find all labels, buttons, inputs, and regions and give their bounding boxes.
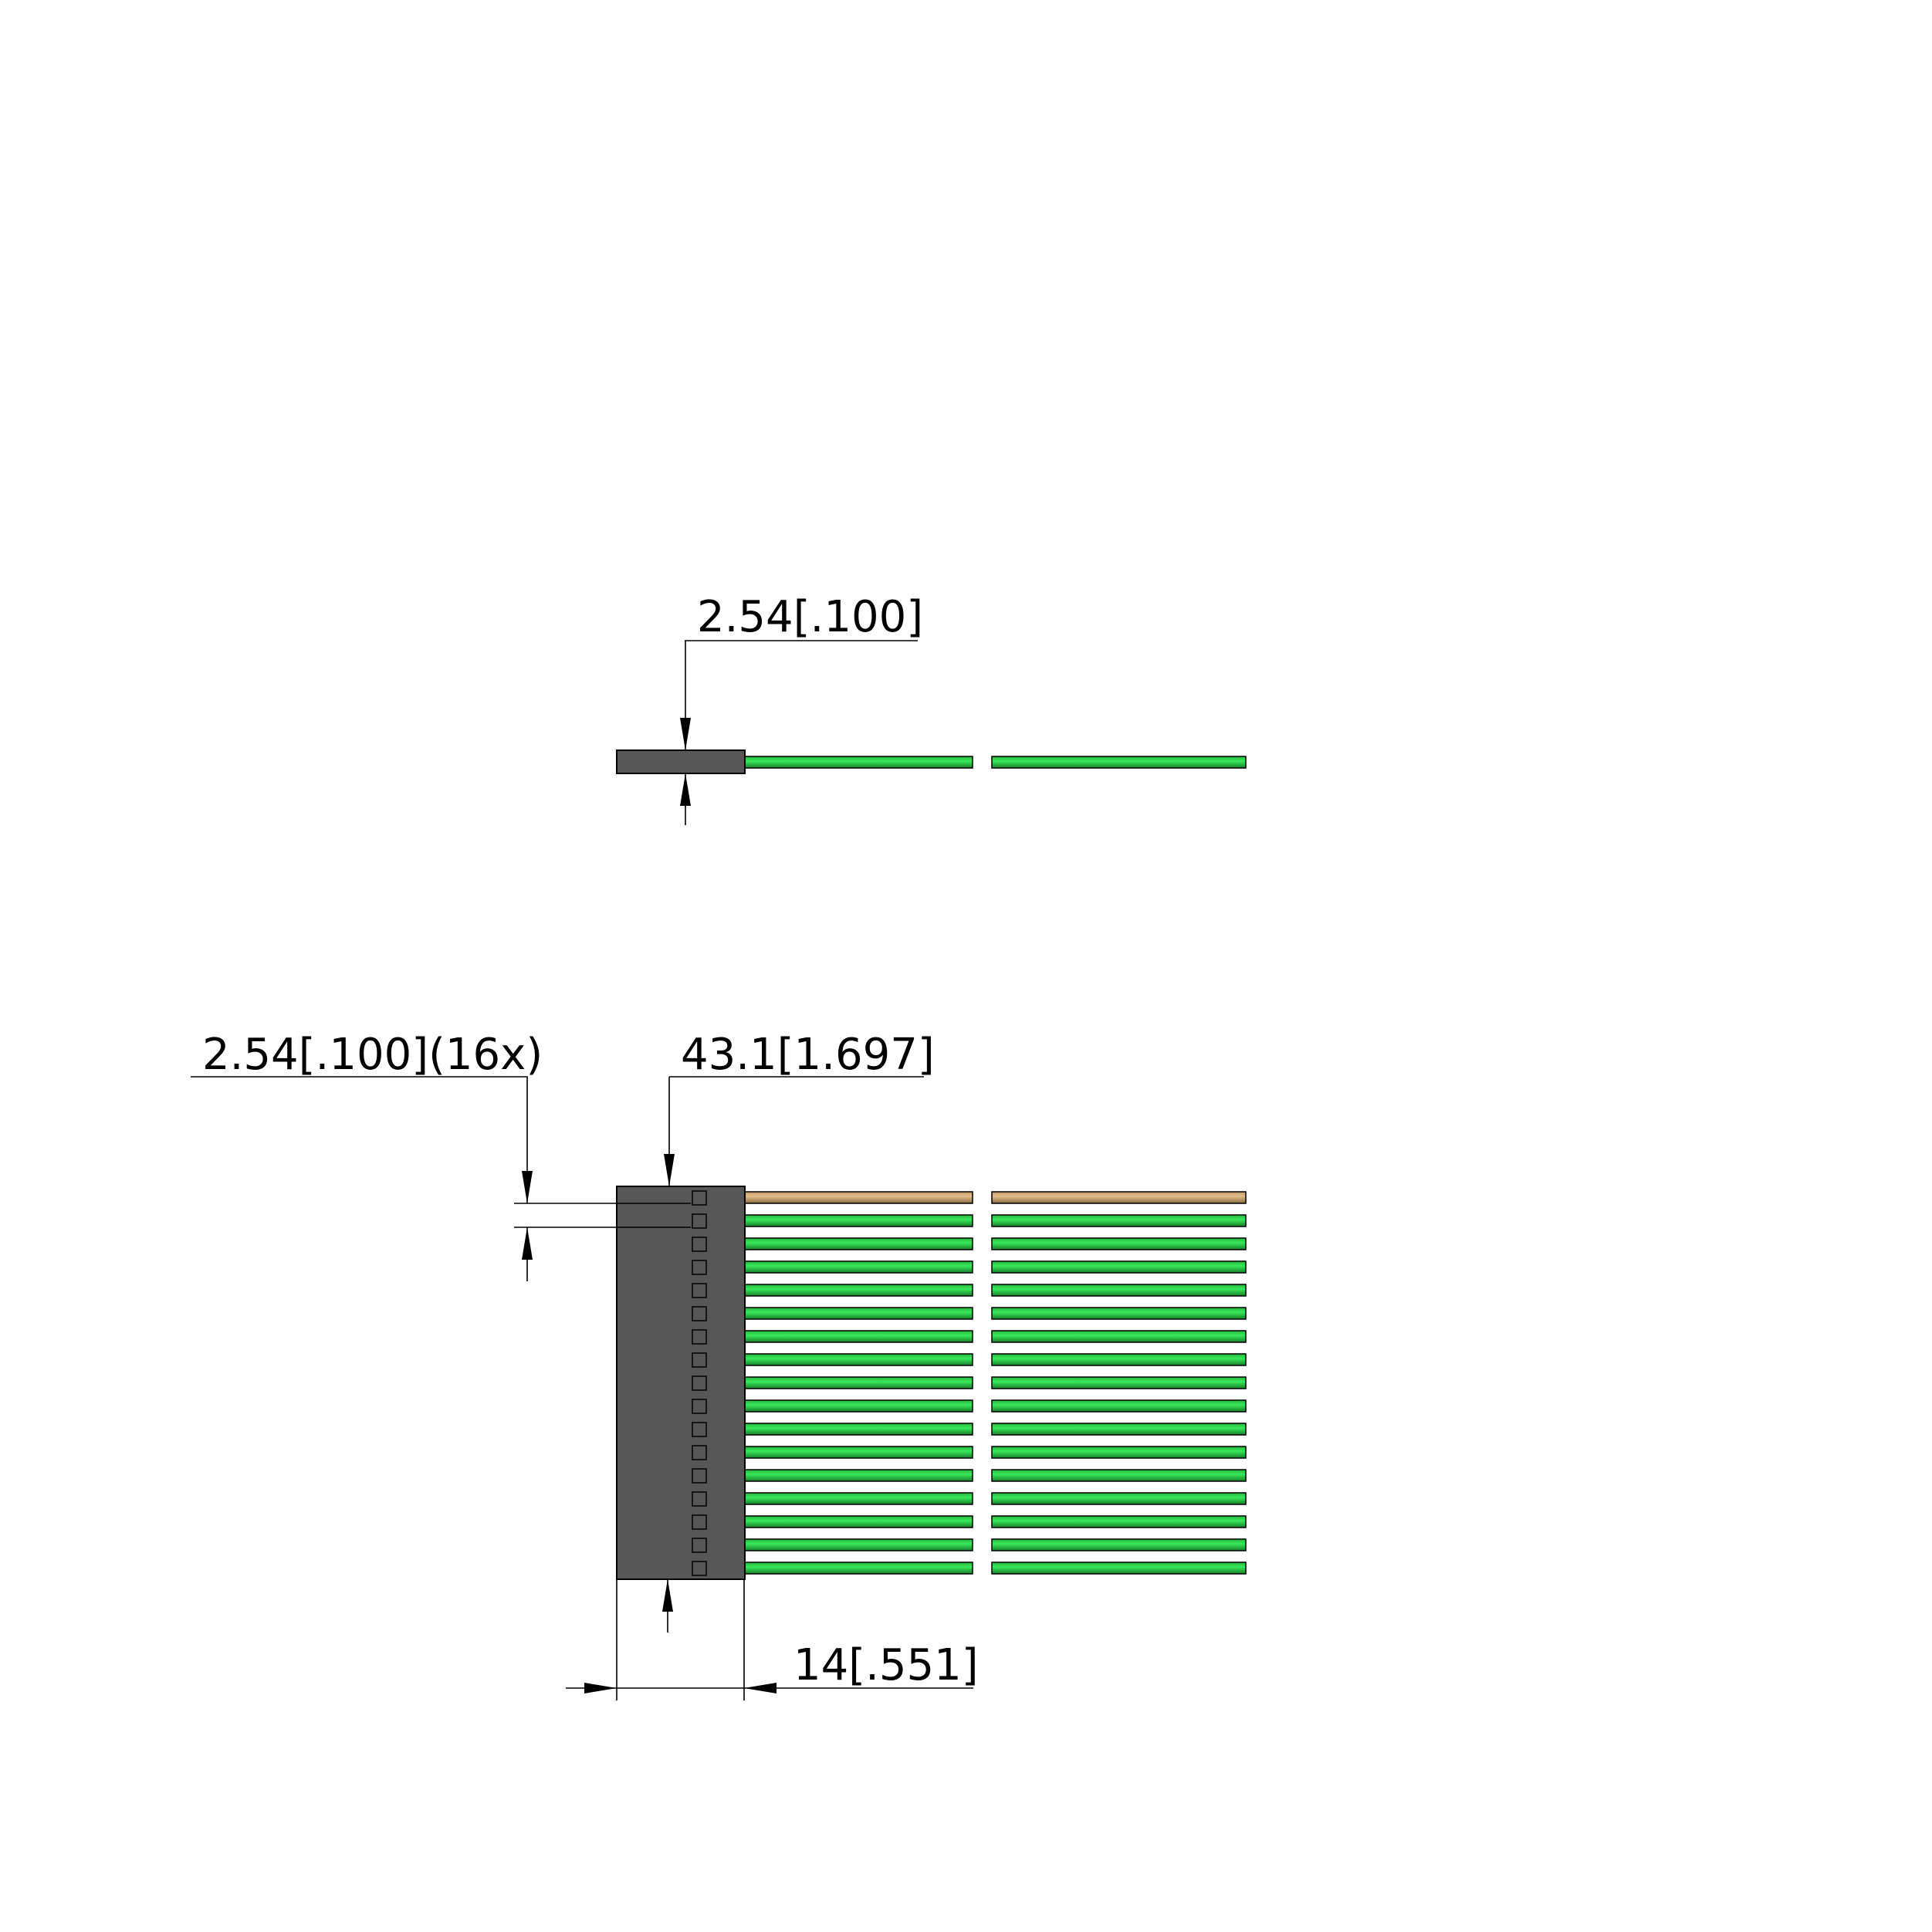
wire-15-segment-2	[991, 1515, 1247, 1528]
pitch-count-label: 2.54[.100](16x)	[202, 1030, 543, 1080]
wire-11-segment-1	[743, 1423, 973, 1436]
pin-cavity-6	[692, 1306, 707, 1321]
wire-2-segment-1	[743, 1214, 973, 1227]
front-view: 2.54[.100](16x) 43.1[1.697] 14[.551]	[191, 1030, 1247, 1700]
pin-cavity-10	[692, 1399, 707, 1414]
body-width-dimension: 14[.551]	[566, 1579, 979, 1700]
wire-10-segment-2	[991, 1399, 1247, 1413]
pin-cavity-13	[692, 1468, 707, 1484]
arrow-right-icon	[584, 1683, 617, 1693]
wire-5-segment-1	[743, 1284, 973, 1297]
wire-3-segment-1	[743, 1237, 973, 1250]
wire-13-segment-2	[991, 1469, 1247, 1482]
arrow-left-icon	[744, 1683, 777, 1693]
pin-cavity-1	[692, 1190, 707, 1206]
overall-height-label: 43.1[1.697]	[681, 1030, 935, 1080]
arrow-down-icon	[522, 1171, 533, 1203]
wire-12-segment-2	[991, 1446, 1247, 1459]
wire-6-segment-2	[991, 1307, 1247, 1320]
pin-cavity-15	[692, 1514, 707, 1530]
arrow-up-icon	[680, 773, 691, 806]
wire-10-segment-1	[743, 1399, 973, 1413]
pin-cavity-12	[692, 1445, 707, 1460]
side-wire-segment-2	[991, 756, 1247, 769]
wire-7-segment-1	[743, 1330, 973, 1343]
wire-8-segment-1	[743, 1353, 973, 1366]
wire-5-segment-2	[991, 1284, 1247, 1297]
pin-cavity-16	[692, 1538, 707, 1553]
wire-6-segment-1	[743, 1307, 973, 1320]
wire-16-segment-1	[743, 1538, 973, 1551]
pin-cavity-14	[692, 1491, 707, 1507]
arrow-up-icon	[522, 1227, 533, 1260]
wire-4-segment-2	[991, 1260, 1247, 1274]
wire-14-segment-1	[743, 1492, 973, 1505]
wire-8-segment-2	[991, 1353, 1247, 1366]
arrow-up-icon	[662, 1579, 673, 1612]
wire-1-segment-2	[991, 1191, 1247, 1204]
body-width-label: 14[.551]	[793, 1640, 979, 1690]
pin-cavity-3	[692, 1237, 707, 1252]
wire-13-segment-1	[743, 1469, 973, 1482]
arrow-down-icon	[664, 1154, 675, 1186]
wire-15-segment-1	[743, 1515, 973, 1528]
pin-cavity-5	[692, 1283, 707, 1298]
side-pitch-label: 2.54[.100]	[697, 592, 923, 642]
pin-cavity-2	[692, 1213, 707, 1229]
wire-3-segment-2	[991, 1237, 1247, 1250]
side-pitch-dimension: 2.54[.100]	[680, 592, 923, 825]
wire-9-segment-2	[991, 1376, 1247, 1389]
arrow-down-icon	[680, 718, 691, 750]
wire-9-segment-1	[743, 1376, 973, 1389]
side-wire-segment-1	[743, 756, 973, 769]
wire-14-segment-2	[991, 1492, 1247, 1505]
pitch-count-dimension: 2.54[.100](16x)	[191, 1030, 691, 1281]
wire-4-segment-1	[743, 1260, 973, 1274]
wire-11-segment-2	[991, 1423, 1247, 1436]
pin-cavity-17	[692, 1561, 707, 1576]
side-view: 2.54[.100]	[616, 592, 1247, 825]
pin-cavity-4	[692, 1260, 707, 1275]
wire-12-segment-1	[743, 1446, 973, 1459]
overall-height-dimension: 43.1[1.697]	[662, 1030, 935, 1633]
pin-cavity-7	[692, 1329, 707, 1345]
pin-cavity-8	[692, 1352, 707, 1368]
wire-16-segment-2	[991, 1538, 1247, 1551]
wire-17-segment-1	[743, 1562, 973, 1575]
wire-2-segment-2	[991, 1214, 1247, 1227]
pin-cavity-11	[692, 1422, 707, 1437]
wire-1-segment-1	[743, 1191, 973, 1204]
wire-7-segment-2	[991, 1330, 1247, 1343]
side-housing	[616, 749, 746, 774]
pin-cavity-9	[692, 1375, 707, 1391]
wire-17-segment-2	[991, 1562, 1247, 1575]
front-housing	[616, 1186, 746, 1580]
